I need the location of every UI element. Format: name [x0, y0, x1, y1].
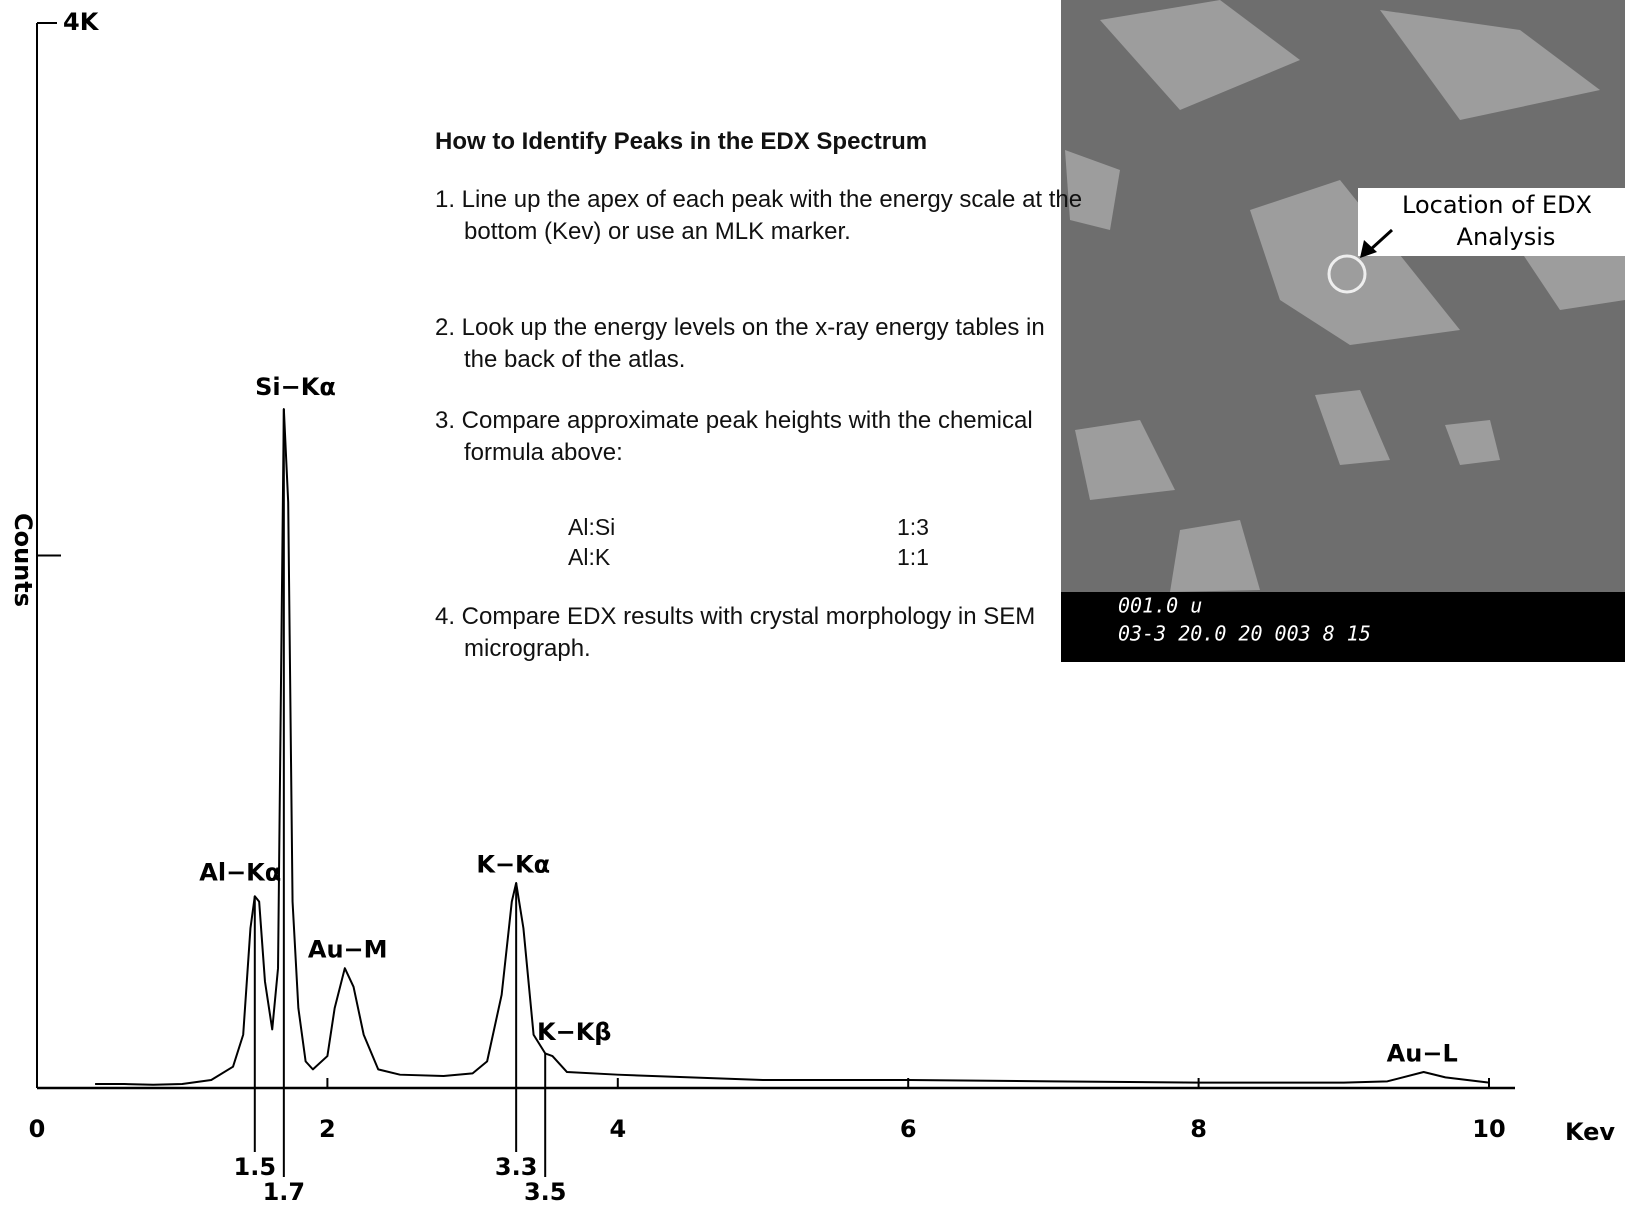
peak-label: K−Kβ	[537, 1018, 611, 1046]
sem-texture	[1065, 0, 1625, 592]
x-axis-label: Kev	[1565, 1118, 1615, 1146]
instruction-step: 2. Look up the energy levels on the x-ra…	[435, 314, 1045, 373]
sem-info-bar	[1061, 592, 1625, 662]
ratio-label: Al:K	[568, 544, 611, 570]
x-tick-label: 6	[900, 1115, 917, 1143]
ratio-value: 1:3	[897, 514, 929, 540]
y-axis-label: Counts	[9, 513, 37, 607]
instruction-step: 1. Line up the apex of each peak with th…	[435, 186, 1083, 245]
peak-label: Si−Kα	[255, 373, 336, 401]
y-tick-label: 4K	[63, 8, 100, 36]
x-tick-label: 2	[319, 1115, 336, 1143]
callout-text: Analysis	[1457, 223, 1556, 251]
peak-label: Au−L	[1387, 1040, 1458, 1068]
callout-box	[1358, 188, 1625, 256]
peak-label: Al−Kα	[199, 859, 281, 887]
x-tick-label: 0	[29, 1115, 46, 1143]
x-tick-label: 10	[1472, 1115, 1505, 1143]
scale-text: 001.0 u	[1118, 594, 1202, 618]
peak-marker-label: 3.3	[495, 1153, 538, 1181]
peak-marker-label: 1.7	[263, 1178, 306, 1206]
instruction-step: 3. Compare approximate peak heights with…	[435, 407, 1033, 466]
ratio-value: 1:1	[897, 544, 929, 570]
callout-text: Location of EDX	[1402, 191, 1592, 219]
spectrum-line	[95, 408, 1490, 1086]
instructions-title: How to Identify Peaks in the EDX Spectru…	[435, 128, 928, 155]
peak-label: K−Kα	[476, 850, 550, 878]
peak-label: Au−M	[308, 935, 388, 963]
analysis-location	[1327, 254, 1367, 294]
callout-arrow	[1368, 228, 1394, 252]
arrow-head	[1360, 240, 1377, 258]
peak-marker-label: 3.5	[524, 1178, 567, 1206]
peak-marker-label: 1.5	[234, 1153, 277, 1181]
info-text: 03-3 20.0 20 003 8 15	[1118, 622, 1371, 646]
x-tick-label: 8	[1190, 1115, 1207, 1143]
instruction-step: 4. Compare EDX results with crystal morp…	[435, 603, 1036, 662]
ratio-label: Al:Si	[568, 514, 616, 540]
x-tick-label: 4	[609, 1115, 626, 1143]
